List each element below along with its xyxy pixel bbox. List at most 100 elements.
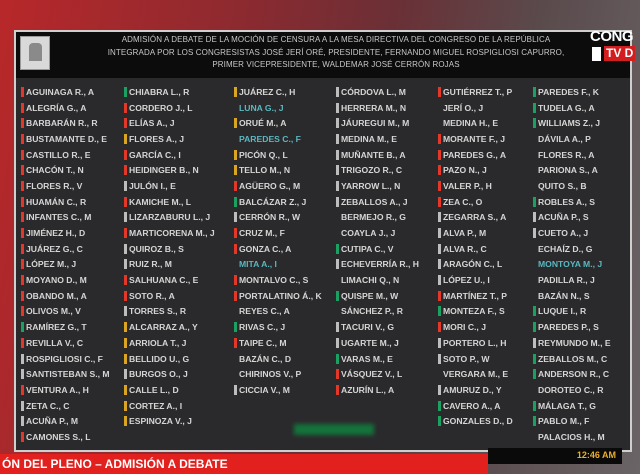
vote-marker-icon — [533, 306, 536, 317]
vote-marker-icon — [21, 275, 24, 286]
legislator-item: OBANDO M., A — [21, 288, 110, 304]
legislator-name: GONZA C., A — [239, 243, 292, 254]
legislator-item: ACUÑA P., M — [21, 413, 110, 429]
legislator-item: REYMUNDO M., E — [533, 335, 611, 351]
legislator-item: FLORES R., A — [533, 147, 611, 163]
legislator-item: MÁLAGA T., G — [533, 398, 611, 414]
legislator-item: BALCÁZAR Z., J — [234, 194, 322, 210]
vote-marker-icon — [124, 149, 127, 160]
legislator-name: HUAMÁN C., R — [26, 196, 87, 207]
vote-marker-icon — [336, 384, 339, 395]
vote-marker-icon — [21, 228, 24, 239]
legislator-item: DOROTEO C., R — [533, 382, 611, 398]
vote-marker-icon — [21, 322, 24, 333]
vote-marker-icon — [21, 243, 24, 254]
legislator-name: OBANDO M., A — [26, 290, 87, 301]
vote-marker-icon — [533, 432, 536, 442]
legislator-item: TACURI V., G — [336, 319, 419, 335]
legislator-name: JÁUREGUI M., M — [341, 118, 410, 129]
vote-marker-icon — [336, 86, 339, 97]
legislator-item: MARTICORENA M., J — [124, 225, 215, 241]
vote-marker-icon — [438, 133, 441, 144]
column-5: GUTIÉRREZ T., P JERÍ O., J MEDINA H., E MOR… — [438, 84, 513, 429]
channel-logo: CONG — [590, 28, 634, 45]
vote-marker-icon — [438, 212, 441, 223]
vote-marker-icon — [438, 149, 441, 160]
legislator-item: PAREDES G., A — [438, 147, 513, 163]
vote-marker-icon — [438, 290, 441, 301]
legislator-item: ACUÑA P., S — [533, 210, 611, 226]
legislator-name: CERRÓN R., W — [239, 212, 301, 223]
legislator-name: ZETA C., C — [26, 400, 70, 411]
vote-marker-icon — [21, 102, 24, 113]
legislator-name: QUITO S., B — [538, 180, 587, 191]
legislator-name: CÓRDOVA L., M — [341, 86, 406, 97]
legislator-name: MONTEZA F., S — [443, 306, 505, 317]
legislator-name: BELLIDO U., G — [129, 353, 190, 364]
legislator-item: ARAGÓN C., L — [438, 257, 513, 273]
legislator-name: VARAS M., E — [341, 353, 393, 364]
legislator-name: PORTALATINO Á., K — [239, 290, 322, 301]
vote-marker-icon — [124, 353, 127, 364]
legislator-item: TRIGOZO R., C — [336, 162, 419, 178]
vote-marker-icon — [234, 149, 237, 160]
legislator-name: LÓPEZ M., J — [26, 259, 77, 270]
legislator-name: CORTEZ A., I — [129, 400, 183, 411]
vote-marker-icon — [438, 275, 441, 286]
vote-marker-icon — [438, 118, 441, 128]
vote-marker-icon — [124, 180, 127, 191]
legislator-item: MONTALVO C., S — [234, 272, 322, 288]
legislator-name: DOROTEO C., R — [538, 384, 604, 395]
legislator-name: RIVAS C., J — [239, 322, 286, 333]
legislator-item: HERRERA M., N — [336, 100, 419, 116]
vote-marker-icon — [533, 181, 536, 191]
vote-marker-icon — [533, 337, 536, 348]
vote-marker-icon — [533, 416, 536, 427]
legislator-name: ALEGRÍA G., A — [26, 102, 87, 113]
vote-marker-icon — [234, 259, 237, 269]
legislator-name: CALLE L., D — [129, 384, 179, 395]
channel-logo-tv: TV D — [592, 46, 636, 61]
legislator-name: CRUZ M., F — [239, 228, 285, 239]
legislator-name: ECHAÍZ D., G — [538, 243, 593, 254]
vote-marker-icon — [533, 228, 536, 239]
vote-marker-icon — [234, 86, 237, 97]
vote-marker-icon — [438, 196, 441, 207]
legislator-item: RIVAS C., J — [234, 319, 322, 335]
legislator-item: HUAMÁN C., R — [21, 194, 110, 210]
vote-marker-icon — [336, 149, 339, 160]
legislator-name: YARROW L., N — [341, 180, 401, 191]
legislator-item: CUETO A., J — [533, 225, 611, 241]
vote-marker-icon — [438, 353, 441, 364]
legislator-item: INFANTES C., M — [21, 210, 110, 226]
vote-marker-icon — [533, 400, 536, 411]
vote-marker-icon — [234, 212, 237, 223]
clock: 12:46 AM — [576, 450, 616, 460]
vote-marker-icon — [533, 244, 536, 254]
legislator-name: ALVA P., M — [443, 228, 487, 239]
legislator-item: ZEA C., O — [438, 194, 513, 210]
legislator-item: GONZALES D., D — [438, 413, 513, 429]
board-header: ADMISIÓN A DEBATE DE LA MOCIÓN DE CENSUR… — [16, 32, 630, 78]
vote-marker-icon — [336, 353, 339, 364]
vote-marker-icon — [533, 150, 536, 160]
legislator-name: LUQUE I., R — [538, 306, 587, 317]
legislator-item: SANTISTEBAN S., M — [21, 366, 110, 382]
legislator-name: AGÜERO G., M — [239, 180, 301, 191]
vote-marker-icon — [234, 290, 237, 301]
legislator-name: ZEA C., O — [443, 196, 483, 207]
legislator-name: MÁLAGA T., G — [538, 400, 596, 411]
legislator-name: WILLIAMS Z., J — [538, 118, 601, 129]
legislator-item: ECHEVERRÍA R., H — [336, 257, 419, 273]
legislator-item: RAMÍREZ G., T — [21, 319, 110, 335]
legislator-name: SANTISTEBAN S., M — [26, 369, 110, 380]
legislator-name: CAVERO A., A — [443, 400, 501, 411]
legislator-item: QUIROZ B., S — [124, 241, 215, 257]
legislator-item: AGUINAGA R., A — [21, 84, 110, 100]
legislator-name: ZEGARRA S., A — [443, 212, 507, 223]
legislator-name: CUETO A., J — [538, 228, 589, 239]
vote-marker-icon — [533, 212, 536, 223]
legislator-item: SALHUANA C., E — [124, 272, 215, 288]
vote-marker-icon — [21, 400, 24, 411]
legislator-item: WILLIAMS Z., J — [533, 115, 611, 131]
